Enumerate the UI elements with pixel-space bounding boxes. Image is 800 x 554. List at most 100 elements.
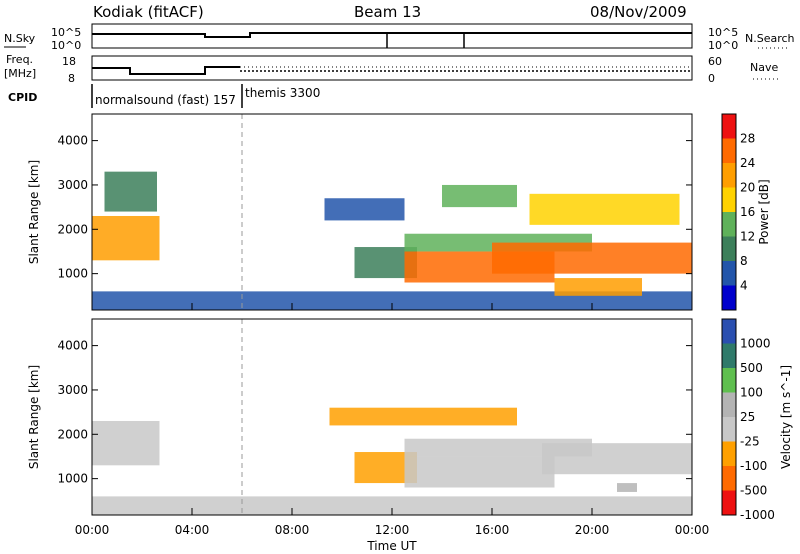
nave-tick-bottom: 0 bbox=[708, 72, 715, 85]
scatter-region bbox=[324, 198, 405, 221]
scatter-region bbox=[554, 278, 642, 296]
nsky-label: N.Sky bbox=[4, 32, 36, 45]
x-tick-label: 00:00 bbox=[75, 523, 110, 537]
x-axis-label: Time UT bbox=[366, 539, 417, 553]
power-ylabel: Slant Range [km] bbox=[27, 160, 41, 264]
colorbar-segment bbox=[722, 466, 736, 491]
scatter-region bbox=[104, 171, 157, 212]
colorbar-segment bbox=[722, 441, 736, 466]
colorbar-tick-label: -1000 bbox=[740, 508, 775, 522]
colorbar-tick-label: 12 bbox=[740, 230, 755, 244]
x-tick-label: 00:00 bbox=[675, 523, 710, 537]
nsky-tick-bottom: 10^0 bbox=[51, 39, 81, 52]
nave-label: Nave bbox=[750, 61, 778, 74]
nsearch-tick-top: 10^5 bbox=[708, 26, 738, 39]
x-tick-label: 12:00 bbox=[375, 523, 410, 537]
cpid-mode-1: normalsound (fast) 157 bbox=[95, 93, 236, 107]
colorbar-segment bbox=[722, 417, 736, 442]
y-tick-label: 1000 bbox=[57, 267, 88, 281]
station-title: Kodiak (fitACF) bbox=[93, 3, 204, 21]
velocity-colorbar: 1000 500 100 25 -25 -100 -500 -1000 bbox=[721, 318, 775, 522]
freq-frame bbox=[91, 55, 693, 81]
nsearch-label: N.Search bbox=[745, 32, 795, 45]
power-colorbar: 4 8 12 16 20 24 28 bbox=[721, 113, 755, 311]
colorbar-segment bbox=[722, 236, 736, 261]
beam-title: Beam 13 bbox=[354, 3, 421, 21]
x-tick-label: 04:00 bbox=[175, 523, 210, 537]
freq-label-2: [MHz] bbox=[4, 67, 36, 80]
velocity-ylabel: Slant Range [km] bbox=[27, 365, 41, 469]
colorbar-tick-label: -500 bbox=[740, 484, 767, 498]
nsky-frame bbox=[91, 23, 693, 49]
colorbar-segment bbox=[722, 490, 736, 515]
colorbar-segment bbox=[722, 285, 736, 310]
colorbar-tick-label: -100 bbox=[740, 459, 767, 473]
colorbar-segment bbox=[722, 212, 736, 237]
power-colorbar-label: Power [dB] bbox=[757, 179, 771, 244]
freq-strip: Freq. [MHz] 18 8 60 0 Nave bbox=[4, 53, 780, 85]
y-tick-label: 4000 bbox=[57, 339, 88, 353]
velocity-cells bbox=[92, 407, 692, 515]
y-tick-label: 2000 bbox=[57, 222, 88, 236]
colorbar-segment bbox=[722, 187, 736, 212]
y-tick-label: 1000 bbox=[57, 472, 88, 486]
x-tick-label: 16:00 bbox=[475, 523, 510, 537]
y-tick-label: 3000 bbox=[57, 383, 88, 397]
velocity-y-axis: 1000 2000 3000 4000 bbox=[57, 339, 692, 486]
colorbar-tick-label: 4 bbox=[740, 279, 748, 293]
colorbar-tick-label: 1000 bbox=[740, 337, 771, 351]
scatter-region bbox=[442, 184, 517, 208]
colorbar-tick-label: 25 bbox=[740, 410, 755, 424]
scatter-region bbox=[492, 242, 692, 274]
colorbar-tick-label: 8 bbox=[740, 254, 748, 268]
colorbar-segment bbox=[722, 114, 736, 139]
cpid-strip: CPID normalsound (fast) 157 themis 3300 bbox=[8, 84, 320, 108]
x-tick-label: 20:00 bbox=[575, 523, 610, 537]
colorbar-segment bbox=[722, 163, 736, 188]
nave-tick-top: 60 bbox=[708, 55, 722, 68]
colorbar-segment bbox=[722, 392, 736, 417]
scatter-region bbox=[404, 456, 555, 488]
colorbar-segment bbox=[722, 319, 736, 344]
nsky-tick-top: 10^5 bbox=[51, 26, 81, 39]
scatter-region bbox=[617, 483, 637, 492]
y-tick-label: 3000 bbox=[57, 178, 88, 192]
freq-tick-bottom: 8 bbox=[68, 72, 75, 85]
nsky-strip: N.Sky 10^5 10^0 10^5 10^0 N.Search bbox=[4, 23, 795, 52]
velocity-panel: 1000 2000 3000 4000 Slant Range [km] 1000 50… bbox=[27, 318, 793, 522]
freq-trace bbox=[92, 66, 240, 75]
y-tick-label: 4000 bbox=[57, 134, 88, 148]
cpid-label: CPID bbox=[8, 91, 37, 104]
power-y-axis: 1000 2000 3000 4000 bbox=[57, 134, 692, 281]
colorbar-segment bbox=[722, 138, 736, 163]
colorbar-tick-label: 100 bbox=[740, 386, 763, 400]
colorbar-tick-label: -25 bbox=[740, 435, 760, 449]
colorbar-tick-label: 500 bbox=[740, 361, 763, 375]
date-title: 08/Nov/2009 bbox=[590, 3, 687, 21]
nsky-trace bbox=[92, 32, 692, 38]
scatter-region bbox=[92, 420, 160, 466]
nsearch-tick-bottom: 10^0 bbox=[708, 39, 738, 52]
y-tick-label: 2000 bbox=[57, 427, 88, 441]
scatter-region bbox=[92, 215, 160, 261]
colorbar-frame bbox=[721, 113, 737, 311]
colorbar-tick-label: 20 bbox=[740, 181, 755, 195]
colorbar-tick-label: 24 bbox=[740, 156, 755, 170]
colorbar-tick-label: 16 bbox=[740, 205, 755, 219]
cpid-mode-2: themis 3300 bbox=[245, 86, 320, 100]
scatter-region bbox=[329, 407, 517, 426]
colorbar-segment bbox=[722, 261, 736, 286]
x-tick-label: 08:00 bbox=[275, 523, 310, 537]
colorbar-segment bbox=[722, 343, 736, 368]
colorbar-frame bbox=[721, 318, 737, 516]
power-cells bbox=[92, 171, 692, 310]
scatter-region bbox=[542, 443, 692, 475]
colorbar-tick-label: 28 bbox=[740, 132, 755, 146]
power-panel: 1000 2000 3000 4000 Slant Range [km] 4 8 12 16… bbox=[27, 113, 771, 311]
freq-label-1: Freq. bbox=[6, 53, 33, 66]
colorbar-segment bbox=[722, 368, 736, 393]
x-axis: 00:00 04:00 08:00 12:00 16:00 20:00 00:00 bbox=[75, 303, 710, 537]
scatter-region bbox=[529, 193, 680, 225]
freq-tick-top: 18 bbox=[62, 55, 76, 68]
velocity-colorbar-label: Velocity [m s^-1] bbox=[779, 365, 793, 469]
